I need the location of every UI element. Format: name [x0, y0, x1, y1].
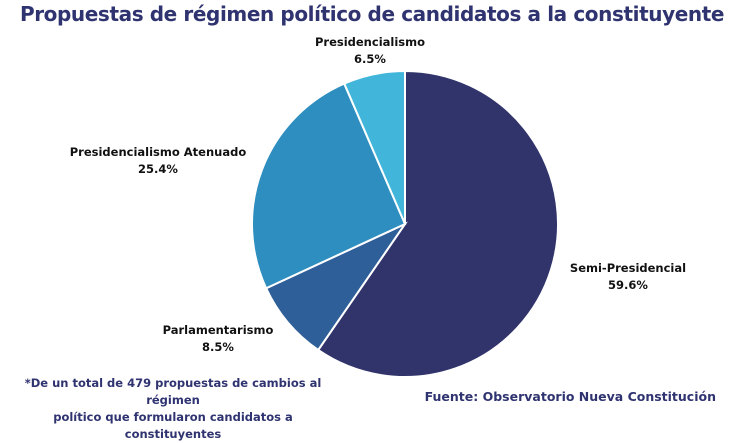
footnote-line-2: político que formularon candidatos a con…	[53, 410, 293, 441]
slice-value-label: 59.6%	[608, 278, 648, 292]
slice-label: Semi-Presidencial	[570, 261, 686, 275]
pie-chart: Semi-Presidencial 59.6% Parlamentarismo 8.5…	[70, 35, 686, 378]
footnote-line-1: *De un total de 479 propuestas de cambio…	[24, 376, 322, 407]
footnote: *De un total de 479 propuestas de cambio…	[8, 375, 338, 443]
pie-slices	[251, 69, 559, 378]
pie-labels: Semi-Presidencial 59.6% Parlamentarismo 8.5…	[70, 35, 686, 354]
slice-value-label: 25.4%	[138, 162, 178, 176]
chart-title: Propuestas de régimen político de candid…	[19, 2, 725, 26]
source-note: Fuente: Observatorio Nueva Constitución	[424, 389, 716, 404]
pie-slice-semi-presidencial	[316, 69, 559, 378]
slice-value-label: 6.5%	[354, 52, 386, 66]
pie-slice-presidencialismo-atenuado	[251, 82, 407, 290]
pie-slice-presidencialismo	[342, 69, 406, 225]
slice-value-label: 8.5%	[202, 340, 234, 354]
slice-label: Parlamentarismo	[163, 323, 274, 337]
slice-label: Presidencialismo Atenuado	[70, 145, 247, 159]
slice-label: Presidencialismo	[315, 35, 425, 49]
